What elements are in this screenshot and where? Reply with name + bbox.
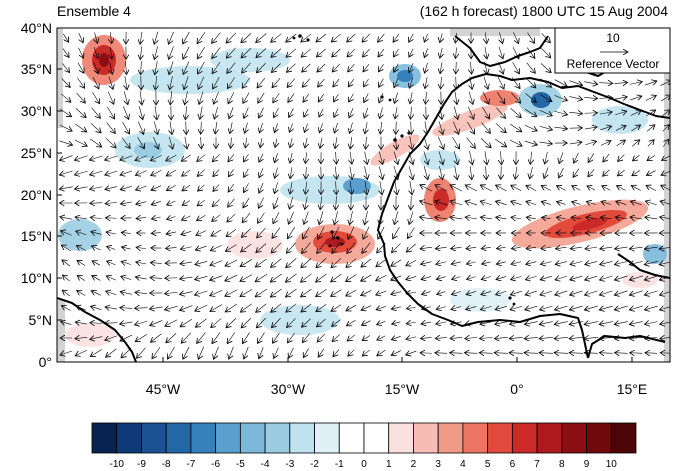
anomaly-blob [420, 150, 460, 170]
anomaly-blob [531, 92, 551, 108]
anomaly-blob [65, 323, 115, 347]
lat-label: 40°N [21, 20, 52, 36]
colorbar-swatch [389, 423, 414, 453]
colorbar: -10 -9 -8 -7 -6 -5 -4 -3 -2 -1 0 1 2 3 4 5 6 7 8 9 10 [92, 423, 636, 470]
colorbar-label: 10 [606, 459, 618, 470]
lon-label: 45°W [146, 381, 181, 397]
colorbar-swatch [92, 423, 117, 453]
anomaly-blob [325, 237, 345, 247]
lon-label: 0° [510, 381, 523, 397]
colorbar-swatch [290, 423, 315, 453]
anomaly-blob [450, 288, 510, 312]
reference-vector-box: 10 Reference Vector [555, 28, 670, 73]
lat-label: 30°N [21, 103, 52, 119]
lat-label: 20°N [21, 187, 52, 203]
plot-title-right: (162 h forecast) 1800 UTC 15 Aug 2004 [420, 3, 668, 19]
colorbar-swatch [537, 423, 562, 453]
colorbar-label: 6 [510, 459, 516, 470]
colorbar-label: -10 [110, 459, 125, 470]
colorbar-swatch [438, 423, 463, 453]
anomaly-blob [260, 305, 340, 335]
lat-label: 10°N [21, 270, 52, 286]
colorbar-label: 9 [584, 459, 590, 470]
colorbar-swatch [488, 423, 513, 453]
colorbar-swatch [117, 423, 142, 453]
colorbar-label: 2 [411, 459, 417, 470]
colorbar-label: 0 [361, 459, 367, 470]
map-panel: 10 Reference Vector [57, 28, 673, 362]
lat-label: 35°N [21, 61, 52, 77]
colorbar-swatch [611, 423, 636, 453]
anomaly-blob [643, 244, 667, 264]
colorbar-label: -8 [162, 459, 171, 470]
colorbar-swatch [562, 423, 587, 453]
colorbar-label: -7 [186, 459, 195, 470]
colorbar-swatch [265, 423, 290, 453]
colorbar-label: -2 [310, 459, 319, 470]
colorbar-swatch [463, 423, 488, 453]
lat-label: 5°N [29, 312, 53, 328]
colorbar-label: 7 [534, 459, 540, 470]
colorbar-label: 3 [435, 459, 441, 470]
lat-label: 0° [39, 354, 52, 370]
anomaly-blob [397, 70, 413, 82]
lat-label: 15°N [21, 228, 52, 244]
longitude-labels: 45°W 30°W 15°W 0° 15°E [146, 381, 647, 397]
colorbar-label: 5 [485, 459, 491, 470]
reference-vector-label: Reference Vector [567, 57, 660, 71]
colorbar-swatch [413, 423, 438, 453]
anomaly-blob [134, 142, 162, 158]
colorbar-label: -3 [285, 459, 294, 470]
colorbar-label: 1 [386, 459, 392, 470]
anomaly-blob [433, 189, 449, 211]
colorbar-label: -9 [137, 459, 146, 470]
anomaly-blob [58, 219, 102, 251]
colorbar-label: -1 [335, 459, 344, 470]
colorbar-label: -6 [211, 459, 220, 470]
colorbar-label: -5 [236, 459, 245, 470]
colorbar-swatch [166, 423, 191, 453]
colorbar-swatch [216, 423, 241, 453]
colorbar-swatch [141, 423, 166, 453]
lon-label: 15°W [385, 381, 420, 397]
lon-label: 15°E [617, 381, 648, 397]
colorbar-swatch [339, 423, 364, 453]
anomaly-blob [99, 53, 109, 67]
plot-title-left: Ensemble 4 [57, 3, 131, 19]
colorbar-swatch [512, 423, 537, 453]
lon-label: 30°W [271, 381, 306, 397]
colorbar-label: -4 [261, 459, 270, 470]
colorbar-swatch [364, 423, 389, 453]
reference-vector-magnitude: 10 [606, 31, 620, 45]
colorbar-label: 8 [559, 459, 565, 470]
colorbar-swatch [240, 423, 265, 453]
colorbar-swatch [587, 423, 612, 453]
lat-label: 25°N [21, 145, 52, 161]
colorbar-label: 4 [460, 459, 466, 470]
latitude-labels: 40°N 35°N 30°N 25°N 20°N 15°N 10°N 5°N 0… [21, 20, 52, 370]
colorbar-swatch [315, 423, 340, 453]
colorbar-swatch [191, 423, 216, 453]
